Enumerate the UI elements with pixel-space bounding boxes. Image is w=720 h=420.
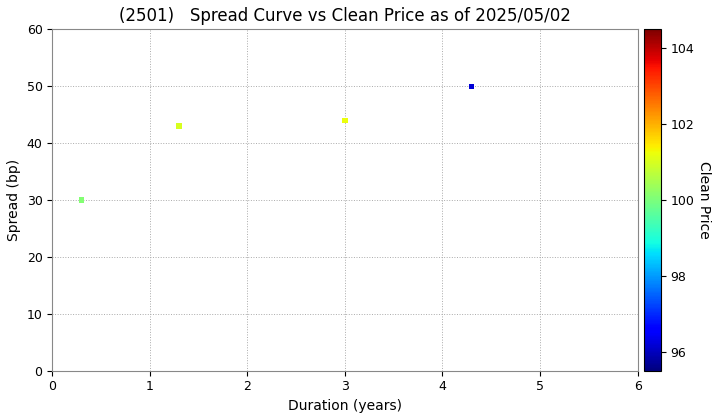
X-axis label: Duration (years): Duration (years) bbox=[288, 399, 402, 413]
Y-axis label: Spread (bp): Spread (bp) bbox=[7, 159, 21, 241]
Title: (2501)   Spread Curve vs Clean Price as of 2025/05/02: (2501) Spread Curve vs Clean Price as of… bbox=[119, 7, 571, 25]
Y-axis label: Clean Price: Clean Price bbox=[697, 161, 711, 239]
Point bbox=[76, 197, 87, 203]
Point bbox=[339, 117, 351, 124]
Point bbox=[174, 123, 185, 129]
Point bbox=[466, 83, 477, 89]
